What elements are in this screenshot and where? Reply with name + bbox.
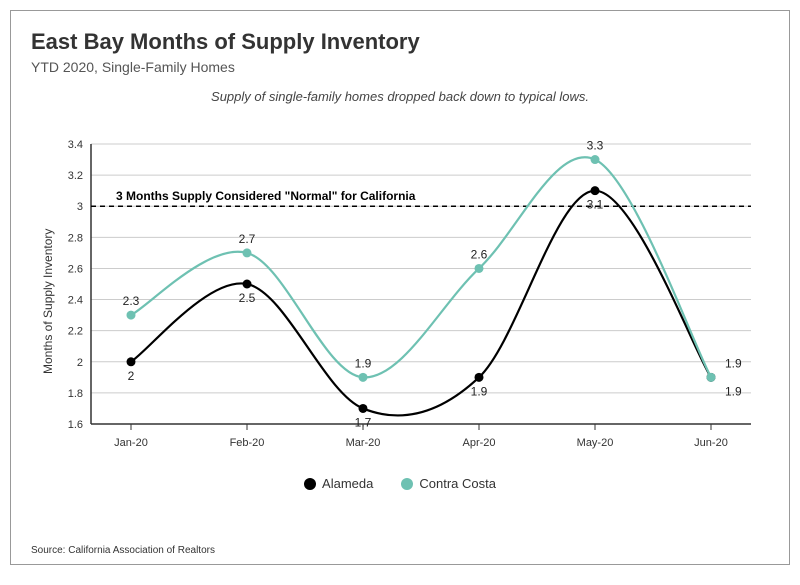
svg-text:2.8: 2.8: [68, 232, 83, 244]
legend-dot-icon: [401, 478, 413, 490]
y-axis-label: Months of Supply Inventory: [41, 229, 55, 374]
chart-area: Months of Supply Inventory 1.6 1.8 2 2.2 2.4…: [31, 124, 769, 464]
svg-text:1.6: 1.6: [68, 419, 83, 431]
svg-text:3.4: 3.4: [68, 139, 83, 151]
svg-text:1.9: 1.9: [725, 356, 742, 370]
legend: Alameda Contra Costa: [31, 476, 769, 491]
svg-text:3.1: 3.1: [587, 198, 604, 212]
legend-label: Contra Costa: [419, 476, 496, 491]
legend-item: Alameda: [304, 476, 373, 491]
legend-label: Alameda: [322, 476, 373, 491]
svg-text:2.6: 2.6: [68, 263, 83, 275]
svg-text:1.9: 1.9: [725, 384, 742, 398]
svg-text:2.5: 2.5: [239, 291, 256, 305]
svg-text:Jun-20: Jun-20: [694, 437, 728, 449]
svg-text:Mar-20: Mar-20: [346, 437, 381, 449]
chart-card: East Bay Months of Supply Inventory YTD …: [10, 10, 790, 565]
chart-subtitle: YTD 2020, Single-Family Homes: [31, 59, 769, 75]
chart-caption: Supply of single-family homes dropped ba…: [31, 89, 769, 104]
legend-dot-icon: [304, 478, 316, 490]
svg-text:1.7: 1.7: [355, 415, 372, 429]
svg-text:May-20: May-20: [577, 437, 614, 449]
chart-title: East Bay Months of Supply Inventory: [31, 29, 769, 55]
svg-text:3.3: 3.3: [587, 139, 604, 153]
svg-text:3 Months Supply Considered "No: 3 Months Supply Considered "Normal" for …: [116, 189, 416, 203]
svg-text:2.6: 2.6: [471, 247, 488, 261]
svg-text:2: 2: [128, 369, 135, 383]
svg-text:2.4: 2.4: [68, 295, 83, 307]
svg-text:2.2: 2.2: [68, 326, 83, 338]
svg-text:Jan-20: Jan-20: [114, 437, 148, 449]
legend-item: Contra Costa: [401, 476, 496, 491]
source-text: Source: California Association of Realto…: [31, 545, 215, 556]
svg-text:3.2: 3.2: [68, 170, 83, 182]
svg-text:2.3: 2.3: [123, 294, 140, 308]
svg-text:2: 2: [77, 357, 83, 369]
svg-text:1.8: 1.8: [68, 388, 83, 400]
svg-text:3: 3: [77, 201, 83, 213]
svg-text:1.9: 1.9: [355, 356, 372, 370]
line-chart-svg: 1.6 1.8 2 2.2 2.4 2.6 2.8 3 3.2 3.4 Jan-20 Feb-20 Ma…: [31, 124, 771, 464]
svg-text:Feb-20: Feb-20: [230, 437, 265, 449]
svg-text:Apr-20: Apr-20: [462, 437, 495, 449]
svg-text:1.9: 1.9: [471, 384, 488, 398]
svg-text:2.7: 2.7: [239, 232, 256, 246]
